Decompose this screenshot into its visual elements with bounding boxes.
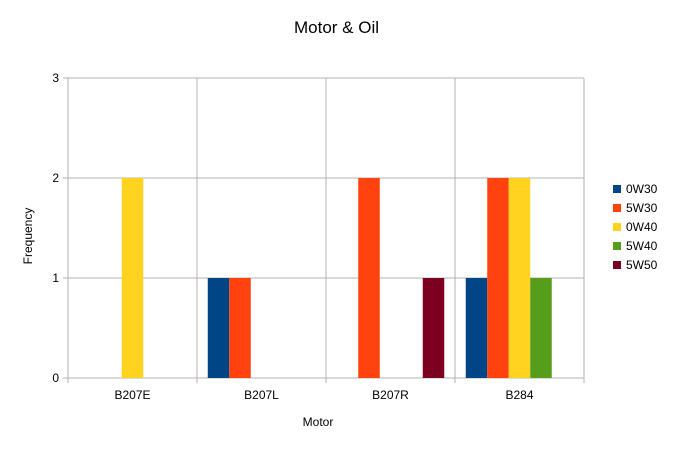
bar-5w30-b207r: [358, 178, 380, 378]
legend-label: 5W30: [626, 200, 658, 215]
x-category-label: B207L: [244, 388, 279, 402]
legend-item-0w40: 0W40: [613, 217, 657, 236]
chart-title: Motor & Oil: [293, 18, 380, 37]
legend-item-5w30: 5W30: [613, 198, 657, 217]
bar-5w30-b284: [487, 178, 509, 378]
y-tick-label: 3: [52, 71, 59, 85]
legend-swatch: [613, 222, 621, 231]
bar-5w50-b207r: [422, 278, 445, 378]
legend-label: 5W50: [626, 257, 658, 272]
x-category-label: B207R: [372, 388, 409, 402]
legend-label: 0W40: [626, 219, 658, 234]
legend-swatch: [613, 260, 621, 269]
bar-0w40-b284: [508, 178, 531, 378]
bar-5w30-b207l: [229, 278, 251, 378]
legend-item-5w50: 5W50: [613, 255, 657, 274]
x-category-label: B284: [505, 388, 533, 402]
y-tick-label: 0: [52, 371, 59, 385]
bar-0w40-b207e: [121, 178, 144, 378]
x-axis-title: Motor: [303, 415, 334, 429]
bar-5w40-b284: [530, 278, 552, 378]
bar-0w30-b284: [465, 278, 488, 378]
legend-item-5w40: 5W40: [613, 236, 657, 255]
legend-swatch: [613, 184, 621, 193]
y-axis-title: Frequency: [21, 208, 35, 265]
legend-swatch: [613, 203, 621, 212]
y-tick-label: 1: [52, 271, 59, 285]
legend-label: 0W30: [626, 181, 658, 196]
legend-label: 5W40: [626, 238, 658, 253]
legend-swatch: [613, 241, 621, 250]
x-category-label: B207E: [114, 388, 150, 402]
bar-0w30-b207l: [207, 278, 230, 378]
chart-legend: 0W30 5W30 0W40 5W40 5W50: [613, 179, 657, 274]
legend-item-0w30: 0W30: [613, 179, 657, 198]
y-tick-label: 2: [52, 171, 59, 185]
